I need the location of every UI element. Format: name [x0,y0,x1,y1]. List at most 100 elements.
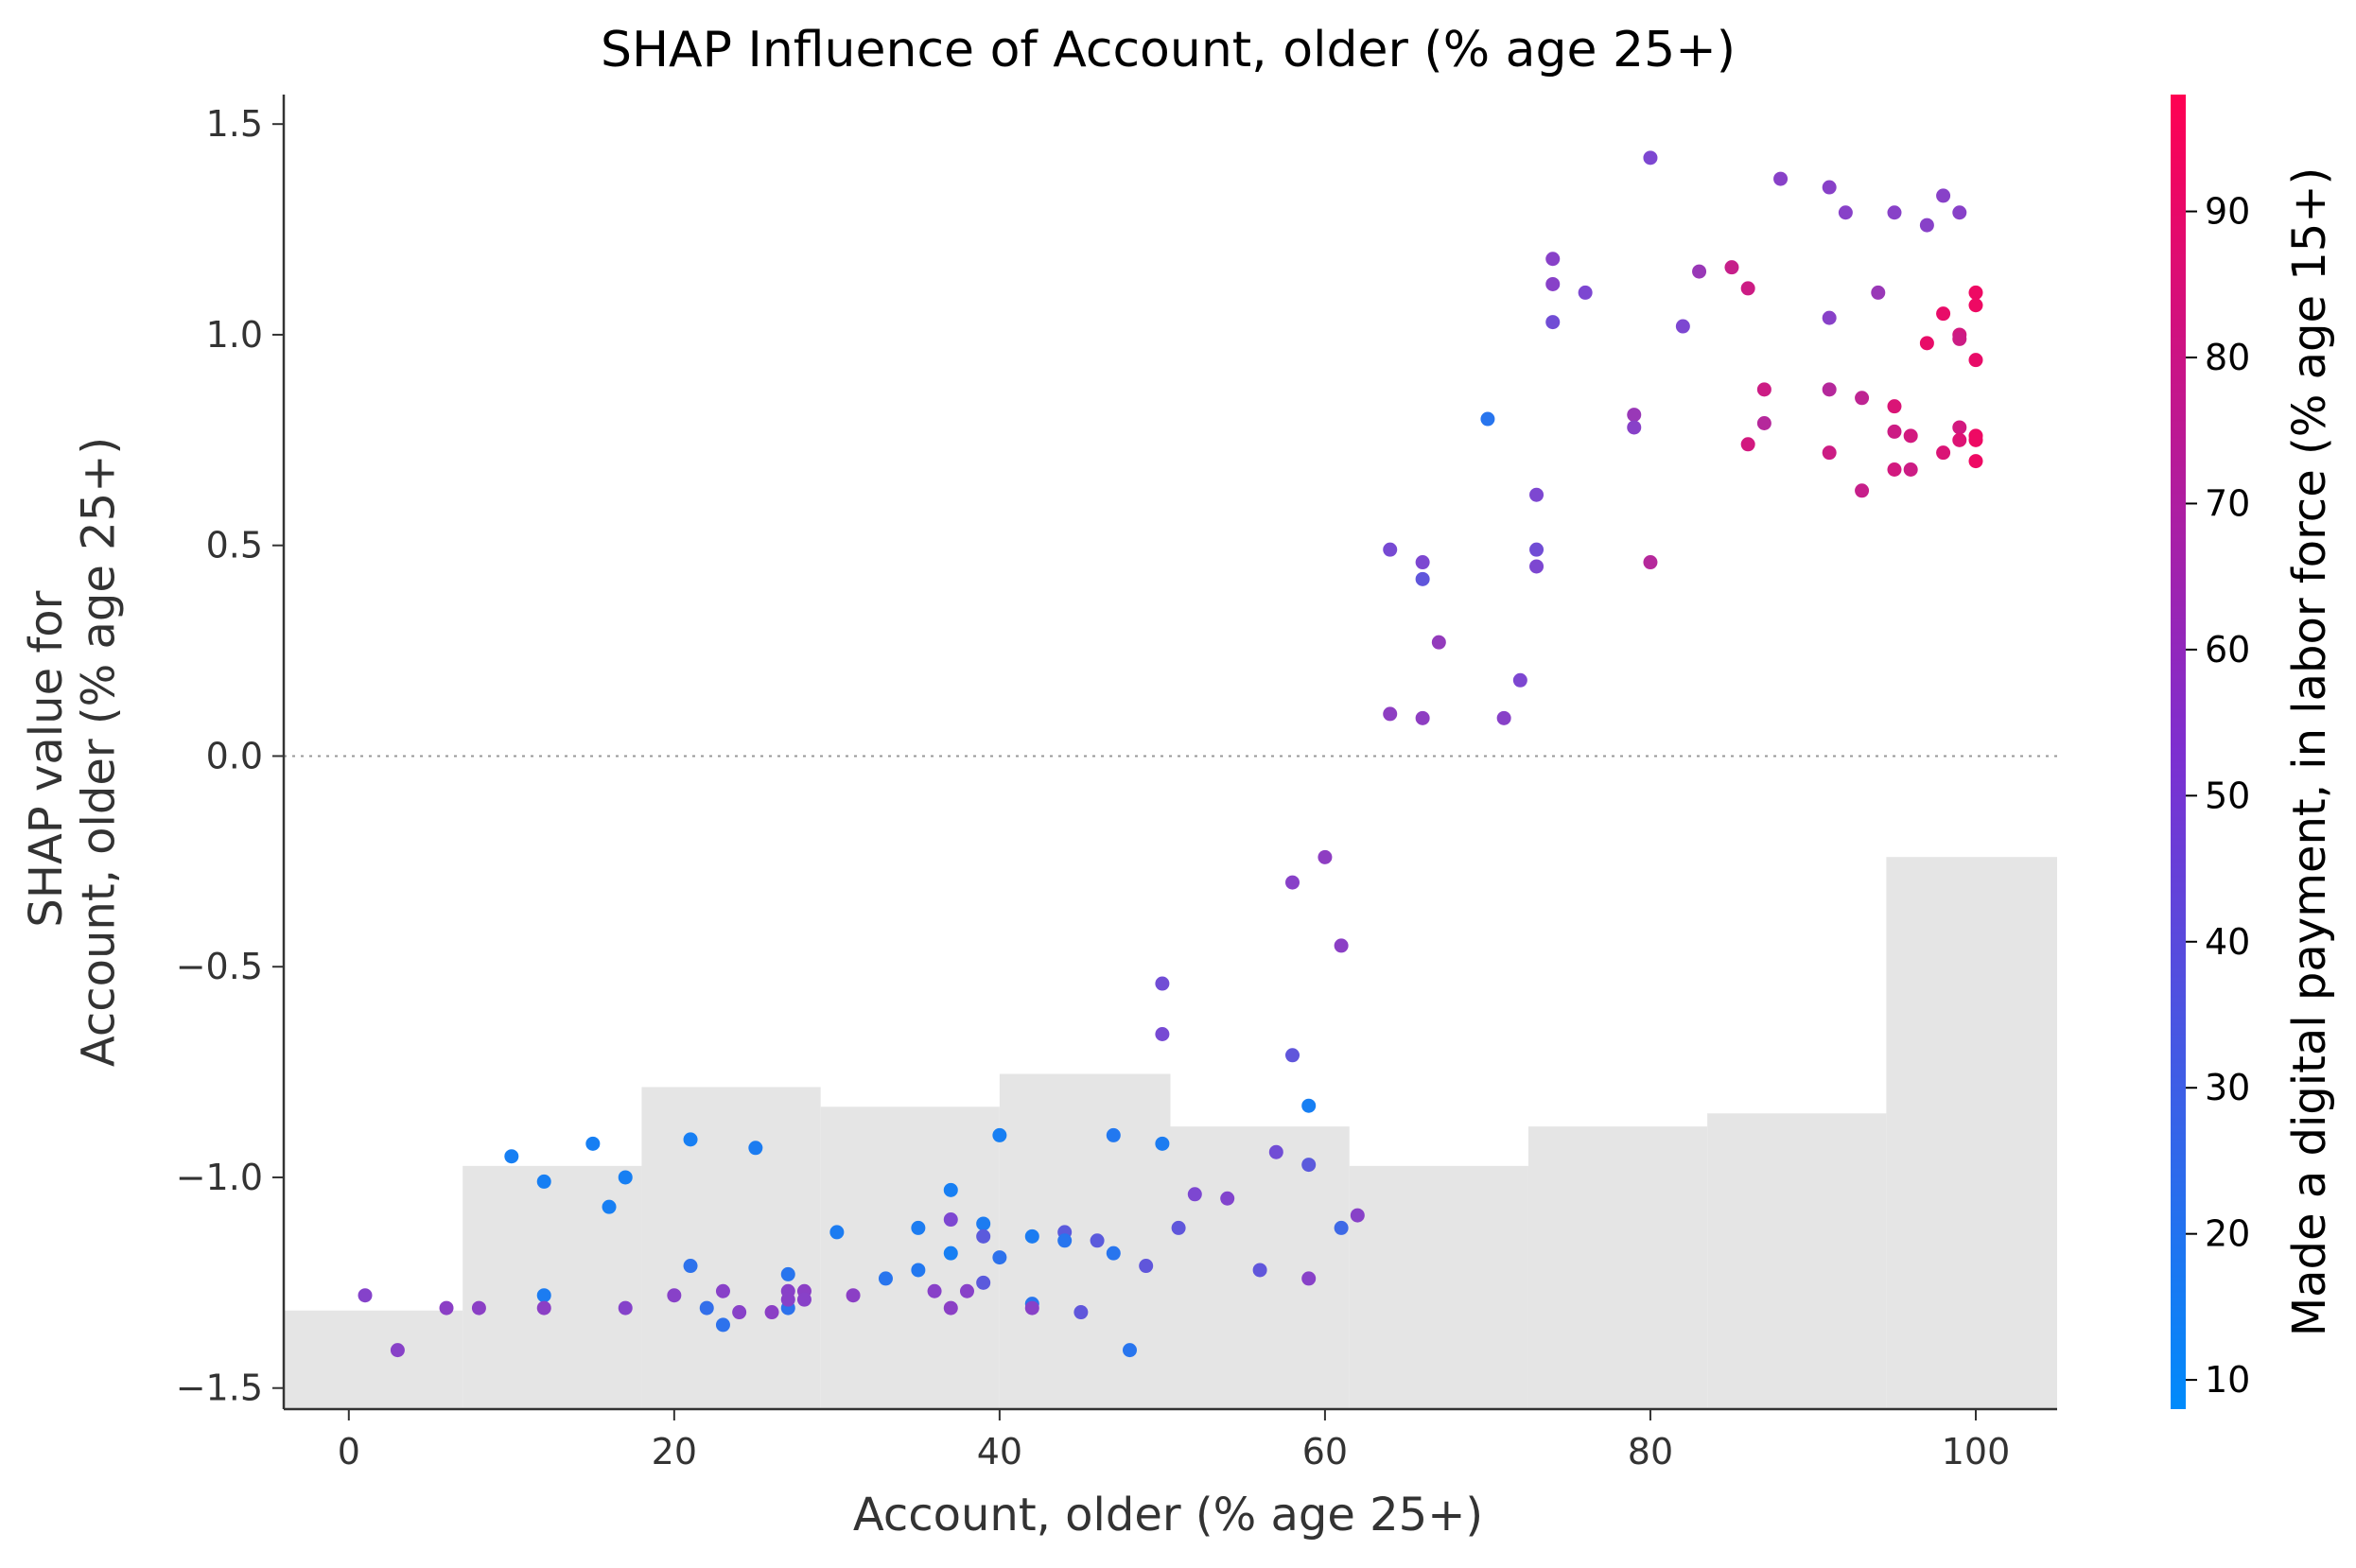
scatter-point [439,1300,454,1315]
scatter-point [1740,437,1755,452]
scatter-point [1692,264,1707,279]
scatter-point [1090,1233,1105,1248]
scatter-point [699,1300,714,1315]
scatter-point [748,1141,763,1156]
scatter-point [1122,1343,1137,1358]
histogram-bar [1349,1165,1528,1409]
colorbar-tick-label: 10 [2205,1359,2250,1401]
scatter-point [1024,1228,1039,1244]
scatter-point [1887,462,1902,478]
scatter-point [1155,1136,1170,1151]
scatter-point [1936,306,1951,322]
scatter-point [1822,382,1837,397]
scatter-point [1887,205,1902,220]
x-tick-label: 0 [338,1431,360,1472]
scatter-point [911,1263,926,1278]
scatter-point [1952,331,1967,346]
histogram-bar [820,1106,1000,1409]
scatter-point [1855,483,1870,498]
scatter-point [732,1305,747,1320]
scatter-point [943,1246,958,1261]
histogram-layer [284,857,2057,1409]
scatter-point [1350,1208,1365,1223]
x-tick-label: 100 [1942,1431,2011,1472]
scatter-point [976,1228,991,1244]
scatter-point [1740,281,1755,296]
scatter-point [1431,635,1446,650]
scatter-point [683,1132,698,1147]
scatter-point [1415,710,1430,725]
scatter-point [1756,416,1771,430]
scatter-point [1756,382,1771,397]
scatter-point [846,1288,861,1303]
scatter-point [1773,171,1789,186]
colorbar [2171,95,2186,1409]
scatter-point [1643,555,1658,570]
y-tick-label: −1.5 [176,1368,263,1409]
scatter-point [1968,353,1983,368]
scatter-point [1415,555,1430,570]
scatter-point [1057,1233,1073,1248]
scatter-point [1903,462,1918,478]
scatter-point [602,1199,617,1214]
scatter-point [878,1271,893,1286]
y-axis-ticks: 1.5 1.0 0.5 0.0 −0.5 −1.0 −1.5 [176,103,284,1409]
y-tick-label: 0.5 [206,525,263,566]
histogram-bar [1527,1126,1708,1409]
colorbar-tick-label: 20 [2205,1213,2250,1255]
scatter-point [1334,1220,1349,1235]
scatter-point [829,1225,845,1240]
scatter-point [390,1343,405,1358]
scatter-point [683,1259,698,1274]
scatter-point [780,1292,795,1307]
scatter-point [1903,428,1918,444]
scatter-point [1024,1300,1039,1315]
scatter-point [1187,1187,1202,1202]
scatter-point [943,1300,958,1315]
x-tick-label: 20 [652,1431,697,1472]
scatter-point [1643,150,1658,166]
scatter-point [1171,1220,1186,1235]
scatter-point [992,1127,1007,1142]
x-axis-ticks: 0 20 40 60 80 100 [338,1409,2011,1472]
colorbar-tick-label: 60 [2205,629,2250,671]
scatter-point [1936,445,1951,461]
x-tick-label: 60 [1302,1431,1348,1472]
scatter-point [1529,487,1544,502]
y-tick-label: −1.0 [176,1157,263,1198]
scatter-point [471,1300,486,1315]
scatter-point [1512,672,1527,688]
scatter-point [1627,420,1642,435]
scatter-point [976,1275,991,1290]
colorbar-tick-label: 70 [2205,482,2250,524]
scatter-point [780,1266,795,1281]
colorbar-label: Made a digital payment, in labor force (… [2283,167,2336,1337]
scatter-point [1871,285,1886,300]
scatter-point [1334,938,1349,953]
scatter-point [1822,445,1837,461]
scatter-point [1139,1259,1154,1274]
scatter-point [1936,188,1951,203]
histogram-bar [462,1165,642,1409]
chart-title: SHAP Influence of Account, older (% age … [601,22,1736,78]
colorbar-tick-label: 30 [2205,1067,2250,1108]
scatter-point [1529,542,1544,557]
scatter-point [1952,432,1967,447]
scatter-point [1285,875,1300,890]
scatter-point [764,1305,779,1320]
scatter-point [943,1212,958,1228]
x-tick-label: 40 [977,1431,1022,1472]
colorbar-ticks: 10 20 30 40 50 60 70 80 90 [2186,191,2250,1401]
scatter-point [358,1288,373,1303]
scatter-point [715,1283,730,1298]
scatter-point [1318,849,1333,864]
scatter-point [618,1300,633,1315]
y-tick-label: 1.0 [206,314,263,356]
scatter-point [1838,205,1853,220]
scatter-point [1301,1098,1317,1113]
scatter-point [1155,976,1170,991]
scatter-point [618,1170,633,1185]
colorbar-tick-label: 40 [2205,921,2250,963]
scatter-points [358,150,1983,1358]
